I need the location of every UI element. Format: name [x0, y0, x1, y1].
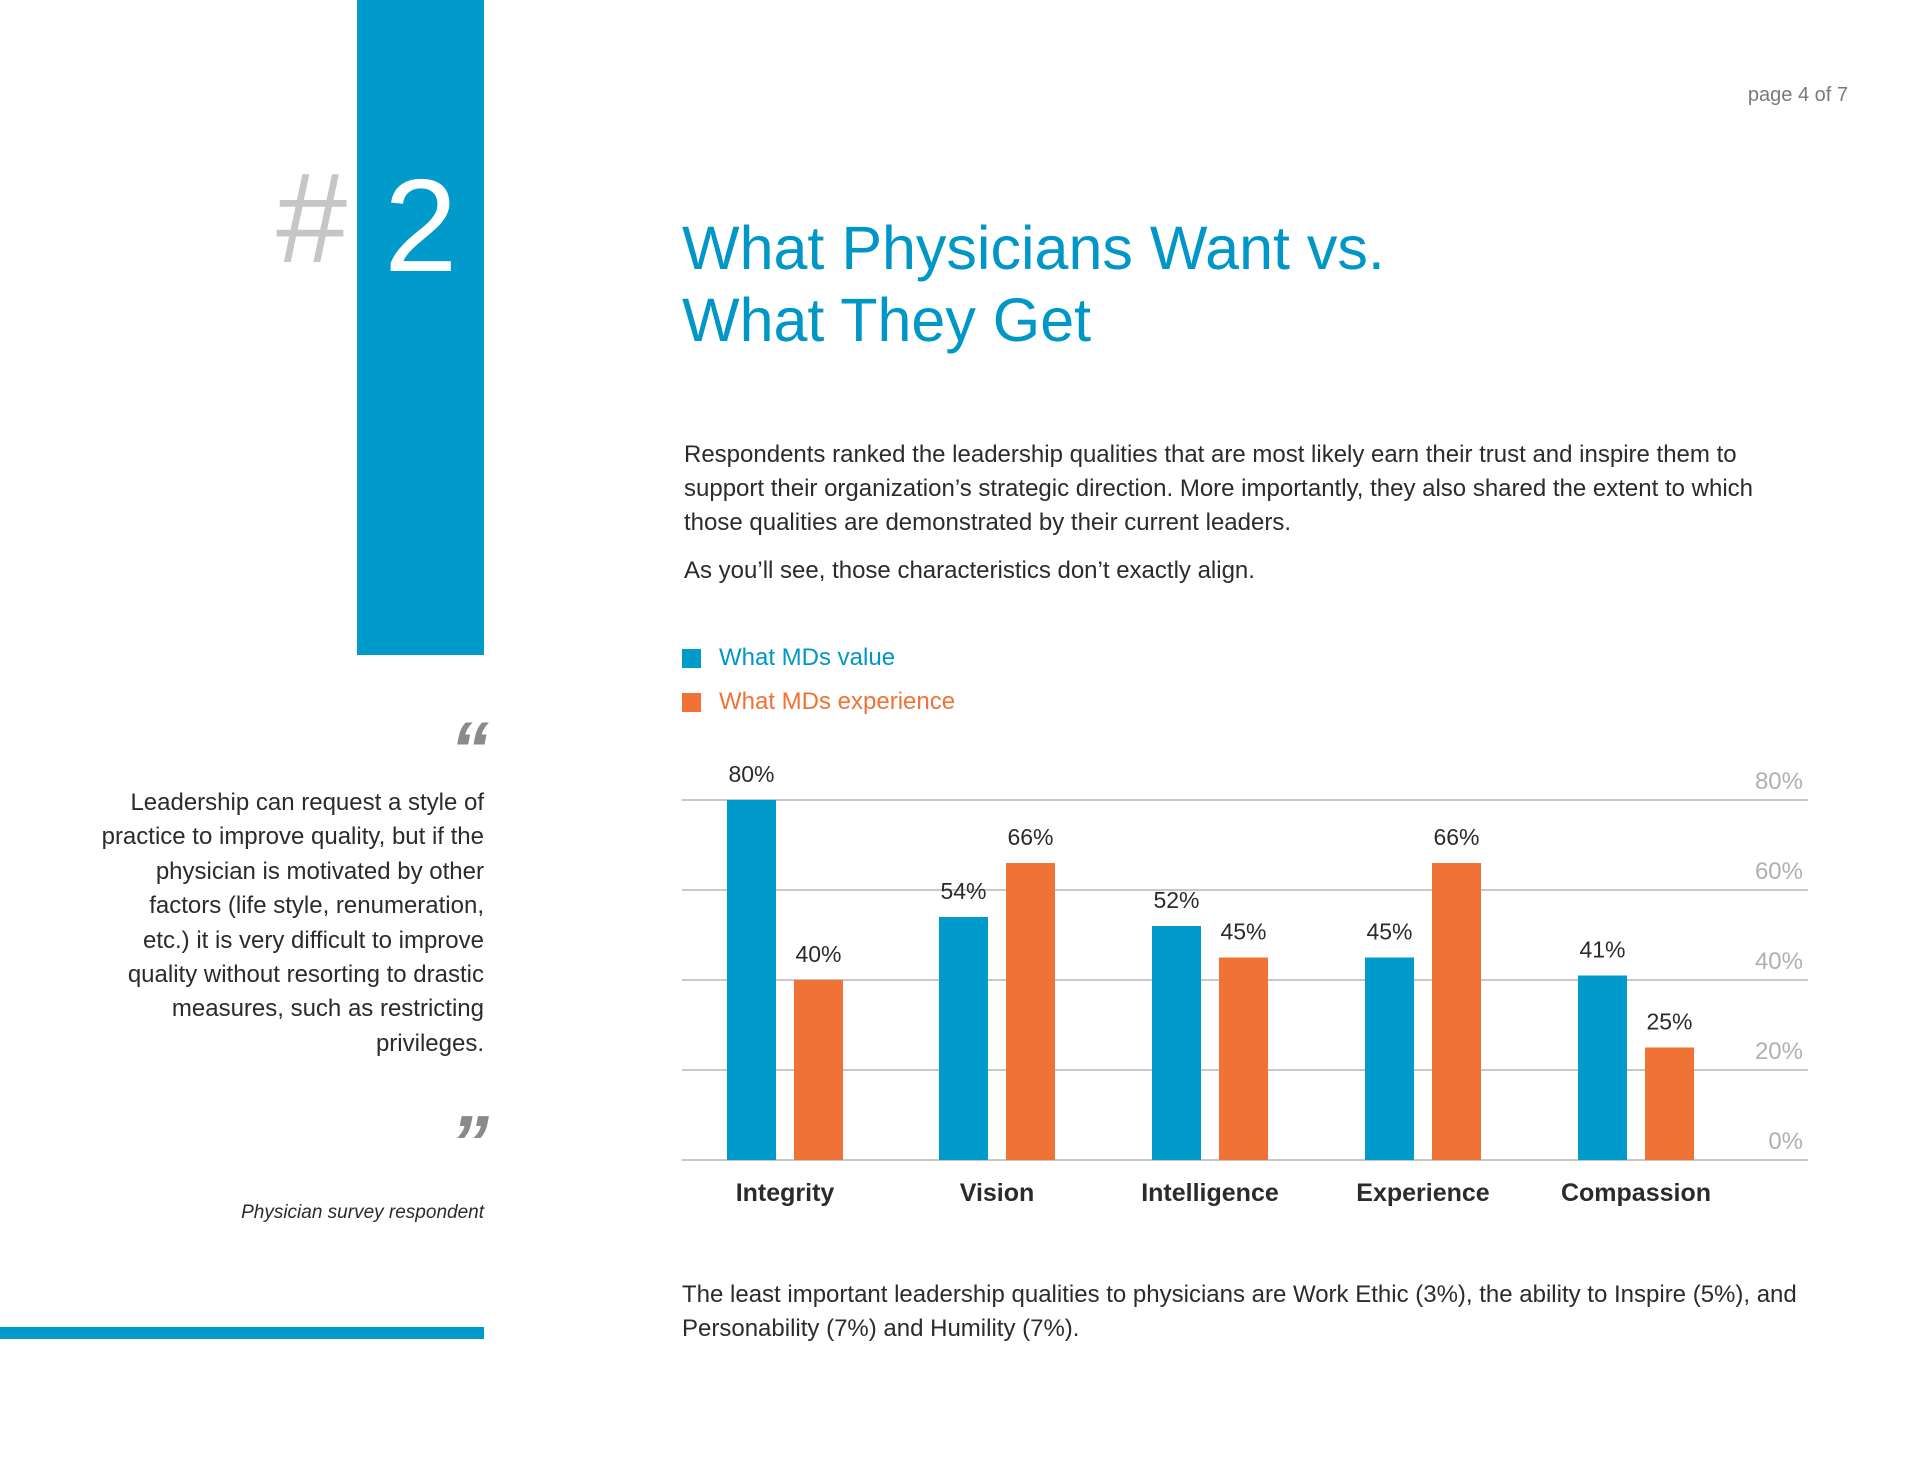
- section-number: 2: [384, 152, 458, 299]
- x-tick-label: Integrity: [736, 1179, 835, 1207]
- title-line-1: What Physicians Want vs.: [682, 214, 1385, 282]
- section-banner: [357, 0, 484, 655]
- x-tick-label: Compassion: [1561, 1179, 1711, 1207]
- bar: [1578, 975, 1627, 1160]
- y-tick-label: 20%: [1755, 1038, 1803, 1065]
- data-label: 25%: [1646, 1009, 1692, 1035]
- y-tick-label: 80%: [1755, 768, 1803, 795]
- y-tick-label: 0%: [1768, 1128, 1803, 1155]
- quote-open-mark: “: [450, 705, 489, 793]
- bar: [794, 980, 843, 1160]
- intro-paragraph-2: As you’ll see, those characteristics don…: [684, 557, 1255, 584]
- data-label: 41%: [1579, 937, 1625, 963]
- bar: [939, 917, 988, 1160]
- data-label: 66%: [1433, 824, 1479, 850]
- legend-item-value: What MDs value: [682, 644, 895, 672]
- legend-item-experience: What MDs experience: [682, 688, 955, 716]
- bar: [1645, 1047, 1694, 1160]
- bottom-accent-line: [0, 1327, 484, 1339]
- bar: [1006, 863, 1055, 1160]
- title-line-2: What They Get: [682, 286, 1092, 354]
- legend-label-value: What MDs value: [719, 644, 896, 671]
- legend-swatch-experience: [682, 692, 701, 712]
- data-label: 66%: [1007, 824, 1053, 850]
- bar: [1365, 957, 1414, 1160]
- quote-text: Leadership can request a style of practi…: [101, 789, 484, 1057]
- page-number: page 4 of 7: [1747, 84, 1848, 106]
- y-tick-label: 60%: [1755, 858, 1803, 885]
- data-label: 40%: [795, 941, 841, 967]
- quote-close-mark: ”: [450, 1099, 489, 1187]
- footnote-paragraph: The least important leadership qualities…: [682, 1281, 1797, 1342]
- section-hash: #: [276, 147, 348, 290]
- bar: [1152, 926, 1201, 1160]
- x-tick-label: Intelligence: [1141, 1179, 1279, 1207]
- data-label: 54%: [940, 878, 986, 904]
- data-label: 45%: [1366, 919, 1412, 945]
- data-label: 52%: [1153, 887, 1199, 913]
- intro-paragraph: Respondents ranked the leadership qualit…: [684, 441, 1753, 536]
- legend-swatch-value: [682, 648, 701, 668]
- data-label: 80%: [728, 761, 774, 787]
- page-title: What Physicians Want vs. What They Get: [682, 212, 1385, 356]
- bar: [1219, 957, 1268, 1160]
- quote-attribution: Physician survey respondent: [241, 1202, 484, 1223]
- x-tick-label: Experience: [1356, 1179, 1490, 1207]
- legend-label-experience: What MDs experience: [719, 688, 956, 715]
- bar: [1432, 863, 1481, 1160]
- bar: [727, 800, 776, 1160]
- y-tick-label: 40%: [1755, 948, 1803, 975]
- x-tick-label: Vision: [960, 1179, 1035, 1207]
- data-label: 45%: [1220, 919, 1266, 945]
